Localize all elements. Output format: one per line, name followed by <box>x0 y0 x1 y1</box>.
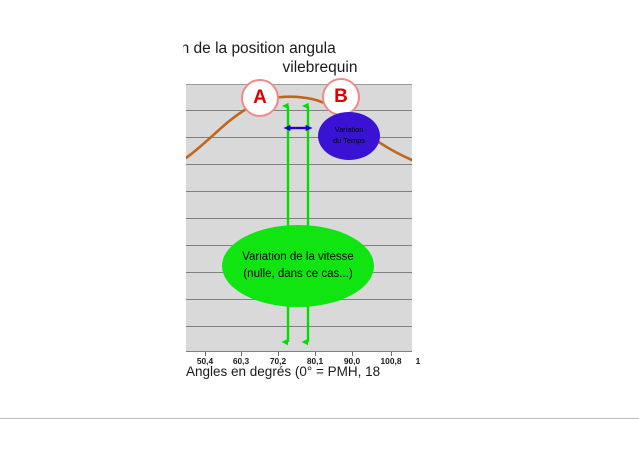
x-tick <box>241 352 242 356</box>
x-axis: 50,4 60,3 70,2 80,1 90,0 100,8 1 <box>186 352 420 370</box>
x-tick <box>315 352 316 356</box>
x-tick <box>205 352 206 356</box>
x-tick <box>352 352 353 356</box>
x-tick-label: 70,2 <box>269 356 287 366</box>
x-tick-label: 50,4 <box>196 356 214 366</box>
title-clip-left <box>0 30 183 64</box>
x-tick <box>278 352 279 356</box>
title-clip-right <box>424 30 639 64</box>
x-tick-label: 80,1 <box>306 356 324 366</box>
variation-temps-line-2: du Temps <box>333 136 365 145</box>
gridline <box>186 326 412 327</box>
x-tick-label: 1 <box>415 356 421 366</box>
x-axis-title: Angles en degrés (0° = PMH, 18 <box>186 364 381 379</box>
plot-bottom-border <box>186 351 412 352</box>
variation-temps-line-1: Variation <box>334 125 364 135</box>
callout-a-label: A <box>253 87 267 108</box>
gridline <box>186 218 412 219</box>
variation-vitesse-line-1: Variation de la vitesse <box>242 250 354 263</box>
callout-a: A <box>241 79 279 117</box>
x-tick-label: 100,8 <box>380 356 402 366</box>
gridline <box>186 191 412 192</box>
chart-title-line-2: vilebrequin <box>282 58 358 76</box>
variation-vitesse-line-2: (nulle, dans ce cas...) <box>243 268 353 280</box>
callout-b: B <box>322 78 360 116</box>
x-tick <box>391 352 392 356</box>
x-tick-label: 90,0 <box>343 356 361 366</box>
variation-vitesse-ellipse: Variation de la vitesse (nulle, dans ce … <box>222 225 374 307</box>
plot-top-border <box>186 84 412 85</box>
gridline <box>186 164 412 165</box>
variation-temps-ellipse: Variation du Temps <box>318 112 380 160</box>
callout-b-label: B <box>334 86 348 107</box>
vertical-arrows-layer <box>281 102 313 346</box>
axis-title-clip-right <box>432 360 639 386</box>
slide-divider <box>0 418 639 419</box>
x-tick-label: 60,3 <box>232 356 250 366</box>
